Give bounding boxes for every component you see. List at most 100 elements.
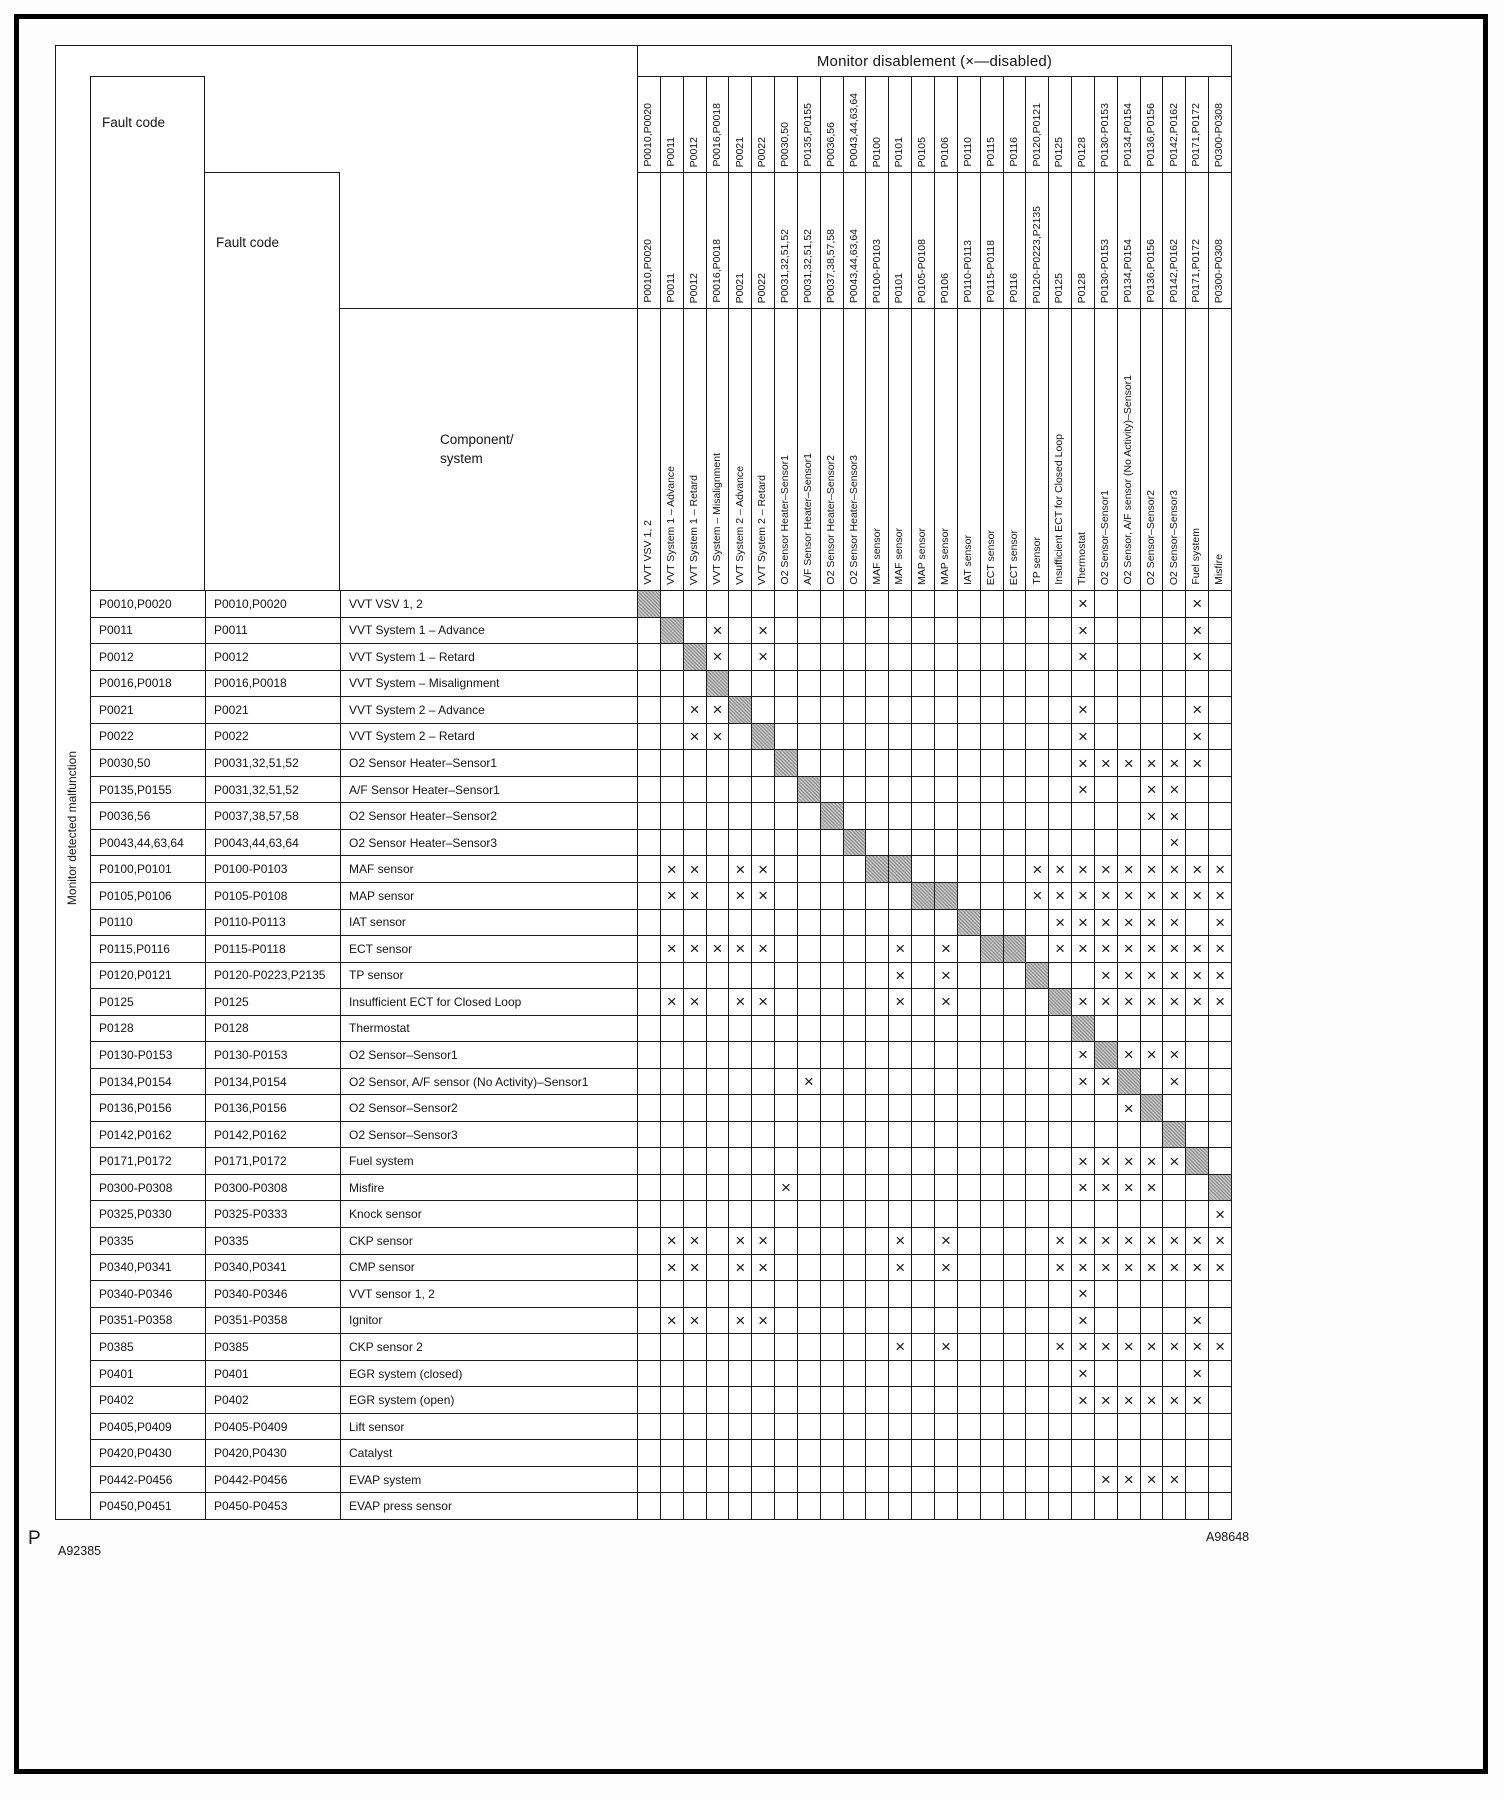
matrix-cell <box>796 1386 820 1413</box>
matrix-cell <box>774 1465 797 1493</box>
row-component: O2 Sensor–Sensor1 <box>340 1041 637 1068</box>
matrix-cell <box>865 1120 889 1148</box>
matrix-cell <box>728 669 752 697</box>
matrix-cell <box>819 1280 843 1307</box>
matrix-cell <box>1162 1412 1186 1440</box>
matrix-cell <box>796 1492 820 1519</box>
matrix-cell <box>1025 1386 1049 1413</box>
matrix-cell <box>842 1280 866 1307</box>
col-header-code1: P0128 <box>1071 76 1094 172</box>
col-header-component-text: VVT System 2 – Retard <box>757 474 769 585</box>
matrix-cell <box>1048 696 1072 723</box>
matrix-cell <box>705 1067 729 1095</box>
matrix-cell <box>819 1386 843 1413</box>
matrix-cell <box>751 908 775 936</box>
matrix-cell <box>1002 669 1026 697</box>
matrix-cell <box>705 1492 729 1519</box>
matrix-cell-disabled: × <box>1208 908 1231 936</box>
row-fault-code-2: P0142,P0162 <box>205 1120 340 1148</box>
matrix-cell <box>751 1412 775 1440</box>
matrix-cell-disabled: × <box>1208 1227 1231 1254</box>
matrix-cell-disabled: × <box>1162 1253 1186 1281</box>
fault-code-header-inner: Fault code <box>205 172 340 590</box>
matrix-cell-disabled: × <box>1071 1067 1094 1095</box>
row-fault-code-1: P0105,P0106 <box>90 881 205 909</box>
matrix-cell-disabled: × <box>751 881 775 909</box>
matrix-cell <box>911 1067 934 1095</box>
matrix-cell <box>659 1439 683 1466</box>
matrix-cell <box>705 908 729 936</box>
col-header-code1-text: P0010,P0020 <box>643 103 655 167</box>
matrix-cell-disabled: × <box>1185 1333 1209 1360</box>
row-fault-code-1: P0402 <box>90 1386 205 1413</box>
col-header-code1-text: P0110 <box>962 137 974 167</box>
matrix-cell-disabled: × <box>1116 1465 1140 1493</box>
matrix-cell <box>637 1041 660 1068</box>
matrix-cell <box>933 590 957 617</box>
matrix-cell <box>1139 828 1163 856</box>
matrix-cell <box>933 1359 957 1387</box>
matrix-cell <box>705 1041 729 1068</box>
matrix-cell <box>1002 908 1026 936</box>
col-header-code1: P0115 <box>979 76 1003 172</box>
col-header-code1: P0116 <box>1002 76 1026 172</box>
matrix-cell <box>1116 1359 1140 1387</box>
matrix-cell-disabled: × <box>1139 1253 1163 1281</box>
row-fault-code-2: P0016,P0018 <box>205 669 340 697</box>
col-header-component: MAP sensor <box>933 308 957 590</box>
row-component: CKP sensor <box>340 1227 637 1254</box>
matrix-cell <box>979 1359 1003 1387</box>
matrix-cell <box>888 1067 912 1095</box>
figure-ref-left: A92385 <box>58 1544 102 1558</box>
matrix-cell <box>1208 1014 1231 1042</box>
matrix-cell <box>911 696 934 723</box>
matrix-cell <box>705 961 729 989</box>
matrix-cell <box>796 722 820 750</box>
matrix-cell <box>1048 1147 1072 1174</box>
matrix-cell <box>1162 722 1186 750</box>
matrix-cell <box>1002 722 1026 750</box>
matrix-cell <box>1185 1014 1209 1042</box>
fault-code-outer-label: Fault code <box>102 115 166 130</box>
col-header-code2: P0037,38,57,58 <box>819 172 843 308</box>
col-header-code2-text: P0120-P0223,P2135 <box>1031 205 1043 304</box>
matrix-cell <box>956 828 980 856</box>
col-header-code1-text: P0125 <box>1054 136 1066 167</box>
matrix-cell <box>819 961 843 989</box>
row-fault-code-1: P0401 <box>90 1359 205 1387</box>
matrix-cell <box>774 1227 797 1254</box>
matrix-cell <box>979 722 1003 750</box>
matrix-cell-disabled: × <box>682 722 706 750</box>
matrix-cell <box>1025 722 1049 750</box>
matrix-cell <box>1048 722 1072 750</box>
col-header-code2: P0031,32,51,52 <box>774 172 797 308</box>
matrix-cell <box>751 1439 775 1466</box>
matrix-cell <box>1139 1067 1163 1095</box>
matrix-cell <box>1093 696 1117 723</box>
matrix-cell <box>1162 696 1186 723</box>
matrix-cell <box>956 1306 980 1334</box>
matrix-cell <box>1025 1067 1049 1095</box>
matrix-cell-disabled: × <box>682 1227 706 1254</box>
matrix-cell <box>659 722 683 750</box>
matrix-cell <box>728 1333 752 1360</box>
matrix-cell <box>956 1386 980 1413</box>
matrix-cell <box>842 590 866 617</box>
matrix-cell <box>1185 1067 1209 1095</box>
matrix-cell <box>819 1094 843 1121</box>
matrix-cell <box>1025 669 1049 697</box>
col-header-code2-text: P0125 <box>1054 272 1066 303</box>
matrix-cell <box>842 881 866 909</box>
matrix-cell <box>682 669 706 697</box>
matrix-cell <box>1208 775 1231 803</box>
matrix-cell <box>796 828 820 856</box>
matrix-cell <box>979 908 1003 936</box>
matrix-cell <box>682 1439 706 1466</box>
matrix-cell <box>865 1147 889 1174</box>
matrix-cell <box>819 775 843 803</box>
matrix-cell-disabled: × <box>1208 935 1231 962</box>
matrix-cell-diagonal <box>637 590 660 617</box>
matrix-cell <box>1208 669 1231 697</box>
matrix-cell <box>842 802 866 829</box>
matrix-cell <box>911 1492 934 1519</box>
